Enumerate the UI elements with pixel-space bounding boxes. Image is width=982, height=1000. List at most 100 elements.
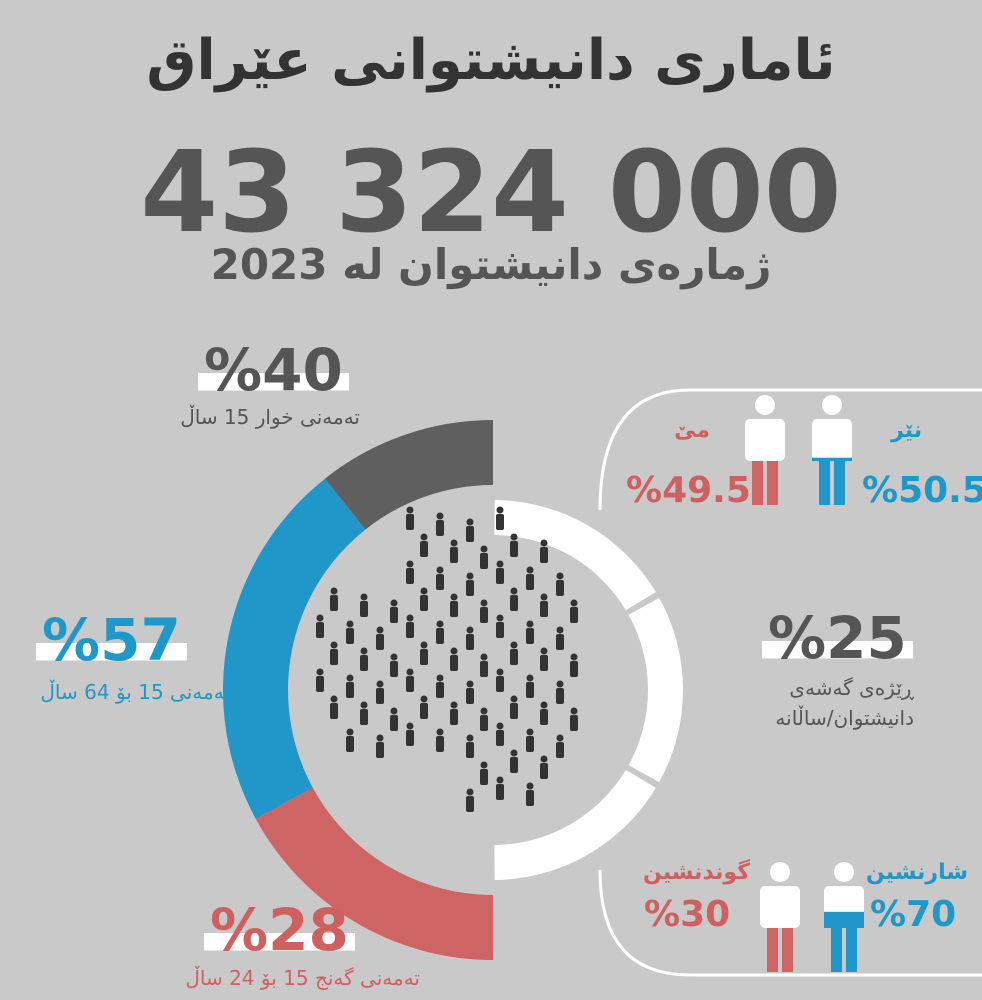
ring-segment xyxy=(255,787,493,960)
person-head xyxy=(450,593,458,601)
person-head xyxy=(510,749,518,757)
person-head xyxy=(480,653,488,661)
person-body xyxy=(466,796,474,812)
person-body xyxy=(510,649,518,665)
person-body xyxy=(526,790,534,806)
icon-body xyxy=(760,886,800,928)
icons xyxy=(745,395,864,972)
person-head xyxy=(436,674,444,682)
male-percent: %50.5 xyxy=(862,470,982,511)
person-head xyxy=(496,722,504,730)
person-head xyxy=(390,653,398,661)
icon-fill xyxy=(752,461,763,505)
person-head xyxy=(510,641,518,649)
person-head xyxy=(556,680,564,688)
icon-fill xyxy=(846,928,857,972)
person-head xyxy=(466,788,474,796)
population-caption: ژمارەی دانیشتوان لە 2023 xyxy=(210,240,772,289)
person-body xyxy=(450,709,458,725)
person-body xyxy=(420,649,428,665)
person-head xyxy=(570,599,578,607)
person-head xyxy=(406,614,414,622)
person-head xyxy=(526,620,534,628)
person-body xyxy=(540,763,548,779)
person-head xyxy=(346,728,354,736)
icon-fill xyxy=(767,928,778,972)
person-body xyxy=(496,568,504,584)
person-body xyxy=(510,541,518,557)
age-label: تەمەنی 15 بۆ 64 ساڵ xyxy=(40,680,230,704)
person-head xyxy=(556,572,564,580)
person-head xyxy=(466,680,474,688)
person-body xyxy=(480,553,488,569)
growth-percent: %25 xyxy=(762,606,913,670)
person-body xyxy=(570,715,578,731)
rural-percent: %30 xyxy=(644,894,731,935)
ring-segment xyxy=(628,597,683,783)
ring-segment xyxy=(494,769,656,880)
person-head xyxy=(466,626,474,634)
age-percent: %40 xyxy=(198,338,349,402)
person-head xyxy=(556,626,564,634)
person-body xyxy=(330,595,338,611)
person-body xyxy=(436,628,444,644)
icon-head xyxy=(755,395,775,415)
person-head xyxy=(330,641,338,649)
person-body xyxy=(466,526,474,542)
person-body xyxy=(316,676,324,692)
person-body xyxy=(526,736,534,752)
person-body xyxy=(540,601,548,617)
person-head xyxy=(526,728,534,736)
person-body xyxy=(360,709,368,725)
person-body xyxy=(570,661,578,677)
person-head xyxy=(496,776,504,784)
person-body xyxy=(346,736,354,752)
person-head xyxy=(390,599,398,607)
ring-segment xyxy=(494,500,656,611)
ring xyxy=(223,420,683,960)
icon-head xyxy=(770,862,790,882)
male-label: نێر xyxy=(891,418,922,443)
person-head xyxy=(510,533,518,541)
icon-fill xyxy=(834,461,845,505)
person-head xyxy=(316,668,324,676)
person-body xyxy=(420,595,428,611)
person-head xyxy=(390,707,398,715)
person-body xyxy=(480,661,488,677)
person-body xyxy=(526,574,534,590)
person-head xyxy=(480,545,488,553)
person-head xyxy=(466,572,474,580)
rural-label: گوندنشین xyxy=(643,860,750,885)
person-head xyxy=(496,614,504,622)
person-body xyxy=(540,655,548,671)
person-body xyxy=(360,655,368,671)
person-head xyxy=(406,506,414,514)
person-head xyxy=(316,614,324,622)
person-head xyxy=(496,506,504,514)
age-label: تەمەنی خوار 15 ساڵ xyxy=(180,405,360,429)
person-body xyxy=(556,688,564,704)
person-body xyxy=(376,634,384,650)
person-body xyxy=(480,715,488,731)
outline xyxy=(598,388,982,511)
person-body xyxy=(496,622,504,638)
person-head xyxy=(540,593,548,601)
person-body xyxy=(496,730,504,746)
ring-segment xyxy=(223,478,366,819)
person-head xyxy=(376,680,384,688)
person-body xyxy=(406,514,414,530)
person-body xyxy=(480,769,488,785)
person-head xyxy=(556,734,564,742)
person-head xyxy=(496,668,504,676)
person-head xyxy=(360,701,368,709)
person-body xyxy=(450,547,458,563)
person-body xyxy=(556,742,564,758)
age-label: تەمەنی گەنج 15 بۆ 24 ساڵ xyxy=(185,966,420,990)
person-head xyxy=(406,668,414,676)
title: ئاماری دانیشتوانی عێراق xyxy=(146,28,836,93)
person-body xyxy=(540,547,548,563)
person-head xyxy=(346,674,354,682)
person-head xyxy=(360,647,368,655)
person-head xyxy=(406,560,414,568)
